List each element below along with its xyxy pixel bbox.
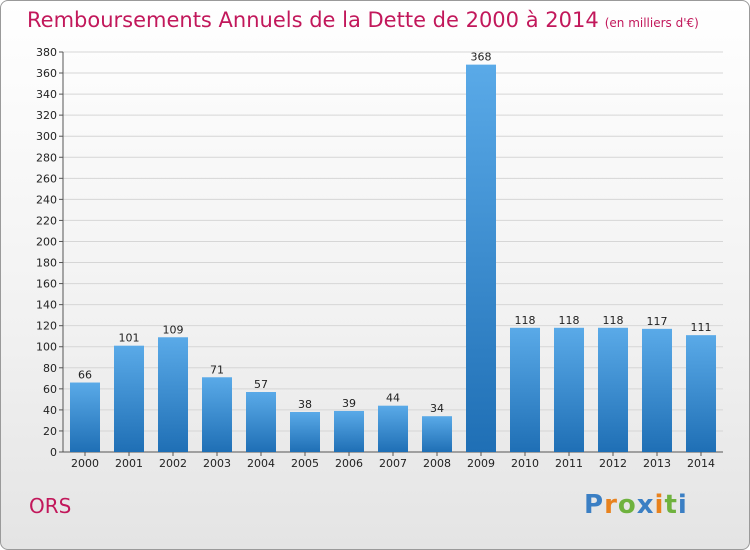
y-tick-label: 60: [43, 383, 57, 396]
logo-letter: x: [636, 490, 655, 520]
data-label: 118: [603, 314, 624, 327]
data-label: 66: [78, 369, 92, 382]
x-tick-label: 2010: [511, 457, 539, 470]
y-tick-label: 120: [36, 320, 57, 333]
data-label: 71: [210, 363, 224, 376]
logo-letter: t: [664, 490, 678, 520]
logo-letter: i: [677, 490, 688, 520]
data-label: 368: [471, 51, 492, 64]
x-tick-label: 2005: [291, 457, 319, 470]
y-tick-label: 140: [36, 299, 57, 312]
bar: [246, 392, 276, 452]
y-tick-label: 80: [43, 362, 57, 375]
y-tick-label: 0: [50, 446, 57, 459]
logo-letter: i: [654, 490, 665, 520]
title-text: Remboursements Annuels de la Dette de 20…: [27, 8, 599, 32]
y-tick-label: 360: [36, 67, 57, 80]
bar: [642, 328, 672, 452]
y-tick-label: 280: [36, 151, 57, 164]
data-label: 109: [163, 323, 184, 336]
data-label: 38: [298, 398, 312, 411]
bar: [598, 327, 628, 452]
data-label: 57: [254, 378, 268, 391]
unit-text: (en milliers d'€): [604, 16, 699, 30]
y-tick-label: 200: [36, 235, 57, 248]
x-tick-label: 2006: [335, 457, 363, 470]
data-label: 118: [559, 314, 580, 327]
logo-letter: o: [617, 490, 637, 520]
x-tick-label: 2004: [247, 457, 275, 470]
x-tick-label: 2012: [599, 457, 627, 470]
y-tick-label: 220: [36, 214, 57, 227]
bar: [510, 327, 540, 452]
chart-title: Remboursements Annuels de la Dette de 20…: [27, 8, 699, 32]
y-tick-label: 320: [36, 109, 57, 122]
x-tick-label: 2003: [203, 457, 231, 470]
data-label: 117: [647, 315, 668, 328]
bar: [290, 412, 320, 452]
data-label: 111: [691, 321, 712, 334]
commune-name: ORS: [29, 494, 72, 518]
y-tick-label: 260: [36, 172, 57, 185]
data-label: 44: [386, 392, 400, 405]
x-tick-label: 2008: [423, 457, 451, 470]
x-tick-label: 2007: [379, 457, 407, 470]
y-tick-label: 180: [36, 257, 57, 270]
y-tick-label: 20: [43, 425, 57, 438]
logo-letter: r: [604, 490, 618, 520]
labels: 0 20 40 60 80 100 120 140 160 180 200 220 240 260 280 3…: [36, 46, 715, 470]
bar: [378, 405, 408, 452]
y-tick-label: 340: [36, 88, 57, 101]
x-tick-label: 2014: [687, 457, 715, 470]
bar: [334, 410, 364, 452]
x-tick-label: 2011: [555, 457, 583, 470]
y-tick-label: 40: [43, 404, 57, 417]
x-tick-label: 2009: [467, 457, 495, 470]
y-tick-label: 380: [36, 46, 57, 59]
bars: [70, 64, 716, 452]
data-label: 118: [515, 314, 536, 327]
y-tick-label: 300: [36, 130, 57, 143]
bar: [70, 382, 100, 452]
bar: [554, 327, 584, 452]
x-tick-label: 2001: [115, 457, 143, 470]
logo-letter: P: [584, 490, 605, 520]
bar: [466, 64, 496, 452]
bar: [686, 335, 716, 452]
y-tick-label: 160: [36, 278, 57, 291]
bar: [202, 377, 232, 452]
x-tick-label: 2013: [643, 457, 671, 470]
x-tick-label: 2000: [71, 457, 99, 470]
y-tick-label: 240: [36, 193, 57, 206]
bar: [158, 337, 188, 452]
x-tick-label: 2002: [159, 457, 187, 470]
data-label: 101: [119, 332, 140, 345]
bar: [422, 416, 452, 452]
proxiti-logo: Proxiti: [584, 490, 688, 520]
data-label: 34: [430, 402, 444, 415]
bar: [114, 345, 144, 452]
y-tick-label: 100: [36, 341, 57, 354]
data-label: 39: [342, 397, 356, 410]
